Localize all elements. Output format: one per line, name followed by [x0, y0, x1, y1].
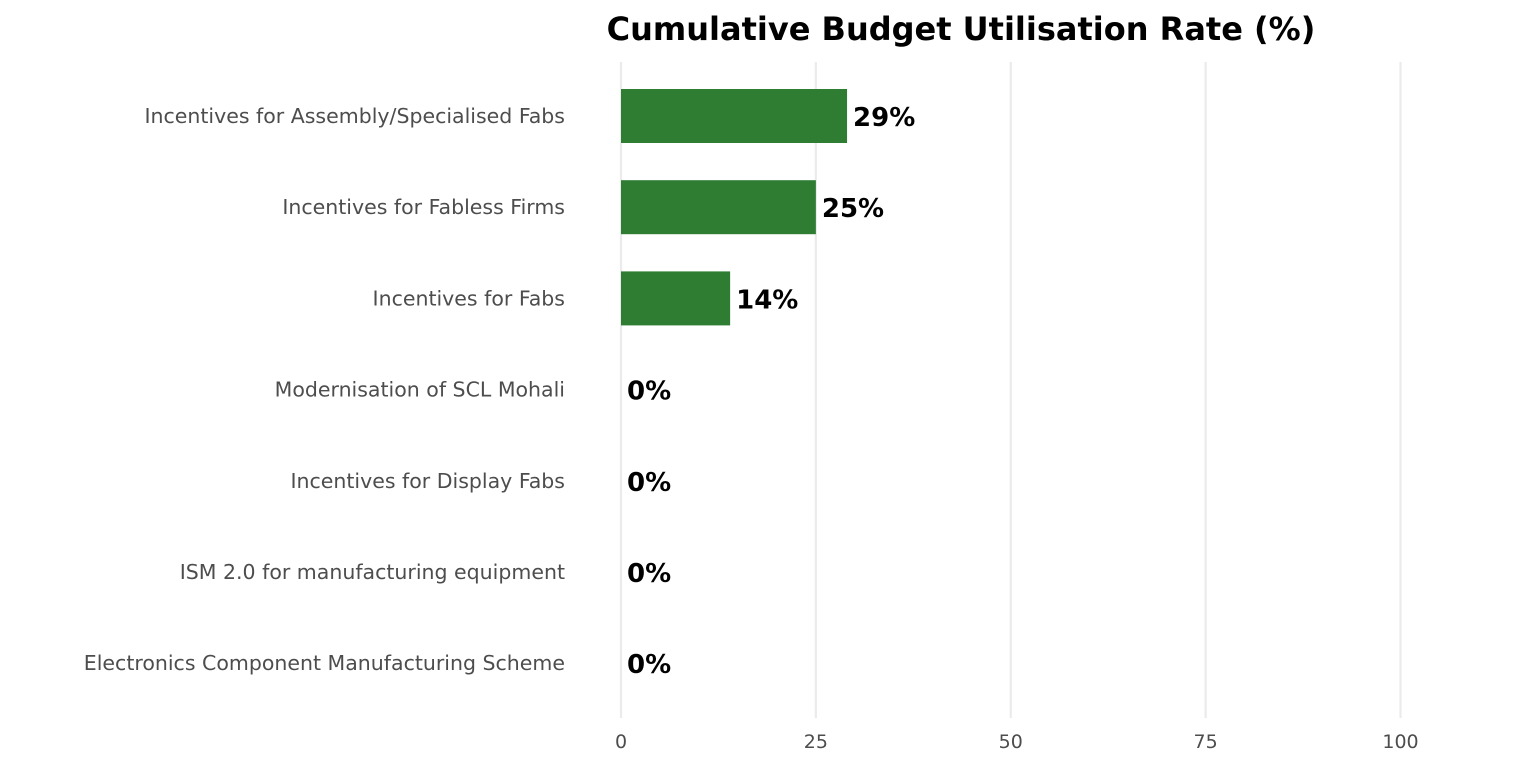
value-label: 25% [822, 194, 884, 224]
x-tick-label: 75 [1194, 731, 1218, 753]
category-label: Incentives for Assembly/Specialised Fabs [144, 104, 565, 128]
category-label: Incentives for Display Fabs [290, 469, 565, 493]
value-label: 0% [627, 377, 671, 407]
value-label: 0% [627, 468, 671, 498]
x-tick-label: 100 [1382, 731, 1418, 753]
x-tick-label: 50 [999, 731, 1023, 753]
value-label: 29% [853, 103, 915, 133]
category-label: Modernisation of SCL Mohali [275, 378, 565, 402]
value-label: 0% [627, 559, 671, 589]
bar [621, 271, 731, 326]
category-label: Electronics Component Manufacturing Sche… [84, 651, 565, 675]
chart-title: Cumulative Budget Utilisation Rate (%) [607, 10, 1316, 48]
category-label: ISM 2.0 for manufacturing equipment [180, 560, 565, 584]
bar-layer [621, 89, 848, 326]
category-label: Incentives for Fabless Firms [282, 195, 565, 219]
bar [621, 89, 848, 143]
grid-layer [619, 62, 1402, 718]
bar [621, 180, 816, 235]
text-layer: 0 25 50 75 100 Incentives for Assembly/Specia… [84, 103, 1419, 753]
x-tick-label: 25 [804, 731, 828, 753]
category-label: Incentives for Fabs [373, 286, 565, 310]
value-label: 14% [736, 285, 798, 315]
x-tick-label: 0 [615, 731, 627, 753]
value-label: 0% [627, 650, 671, 680]
